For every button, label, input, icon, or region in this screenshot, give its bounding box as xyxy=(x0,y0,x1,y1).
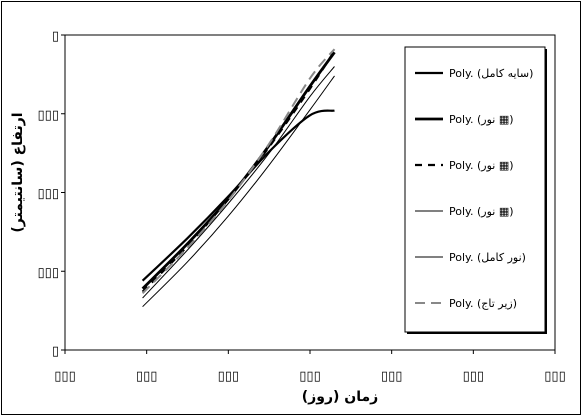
legend-item-4: Poly. (نور کامل) xyxy=(415,251,526,264)
legend-label-5: Poly. (زیر تاج) xyxy=(449,297,517,310)
legend-item-2: Poly. (نور ▦) xyxy=(415,159,514,172)
legend-label-4: Poly. (نور کامل) xyxy=(449,251,526,264)
x-tick-label-6: ▯▯▯ xyxy=(544,369,565,384)
y-axis: ▯▯▯▯▯▯▯▯▯▯▯ xyxy=(38,29,65,359)
y-tick-label-3: ▯▯▯ xyxy=(38,108,59,123)
y-tick-label-1: ▯▯▯ xyxy=(38,265,59,280)
legend-item-0: Poly. (سایه کامل) xyxy=(415,67,533,80)
legend-label-0: Poly. (سایه کامل) xyxy=(449,67,533,80)
legend-item-5: Poly. (زیر تاج) xyxy=(415,297,517,310)
legend-background xyxy=(404,46,546,333)
x-tick-label-2: ▯▯▯ xyxy=(218,369,239,384)
x-tick-label-1: ▯▯▯ xyxy=(136,369,157,384)
legend-label-1: Poly. (نور ▦) xyxy=(449,113,514,126)
series-line-5 xyxy=(141,48,336,295)
x-axis: ▯▯▯ ▯▯▯ ▯▯▯ ▯▯▯ ▯▯▯ ▯▯▯ ▯▯▯ xyxy=(54,350,566,384)
legend-label-2: Poly. (نور ▦) xyxy=(449,159,514,172)
y-axis-label: ارتفاع (سانتیمتر) xyxy=(10,112,26,232)
series-layer xyxy=(141,48,336,308)
legend-item-3: Poly. (نور ▦) xyxy=(415,205,514,218)
y-tick-label-0: ▯ xyxy=(52,344,59,359)
x-axis-label: زمان (روز) xyxy=(302,389,378,405)
x-tick-label-0: ▯▯▯ xyxy=(54,369,75,384)
y-tick-label-2: ▯▯▯ xyxy=(38,187,59,202)
x-tick-label-4: ▯▯▯ xyxy=(381,369,402,384)
x-tick-label-5: ▯▯▯ xyxy=(463,369,484,384)
series-line-4 xyxy=(142,66,335,299)
series-line-3 xyxy=(142,75,335,308)
y-tick-label-4: ▯ xyxy=(52,29,59,44)
x-tick-label-3: ▯▯▯ xyxy=(299,369,320,384)
legend: Poly. (سایه کامل) Poly. (نور ▦) Poly. (نور… xyxy=(404,46,546,333)
legend-item-1: Poly. (نور ▦) xyxy=(415,113,514,126)
legend-label-3: Poly. (نور ▦) xyxy=(449,205,514,218)
